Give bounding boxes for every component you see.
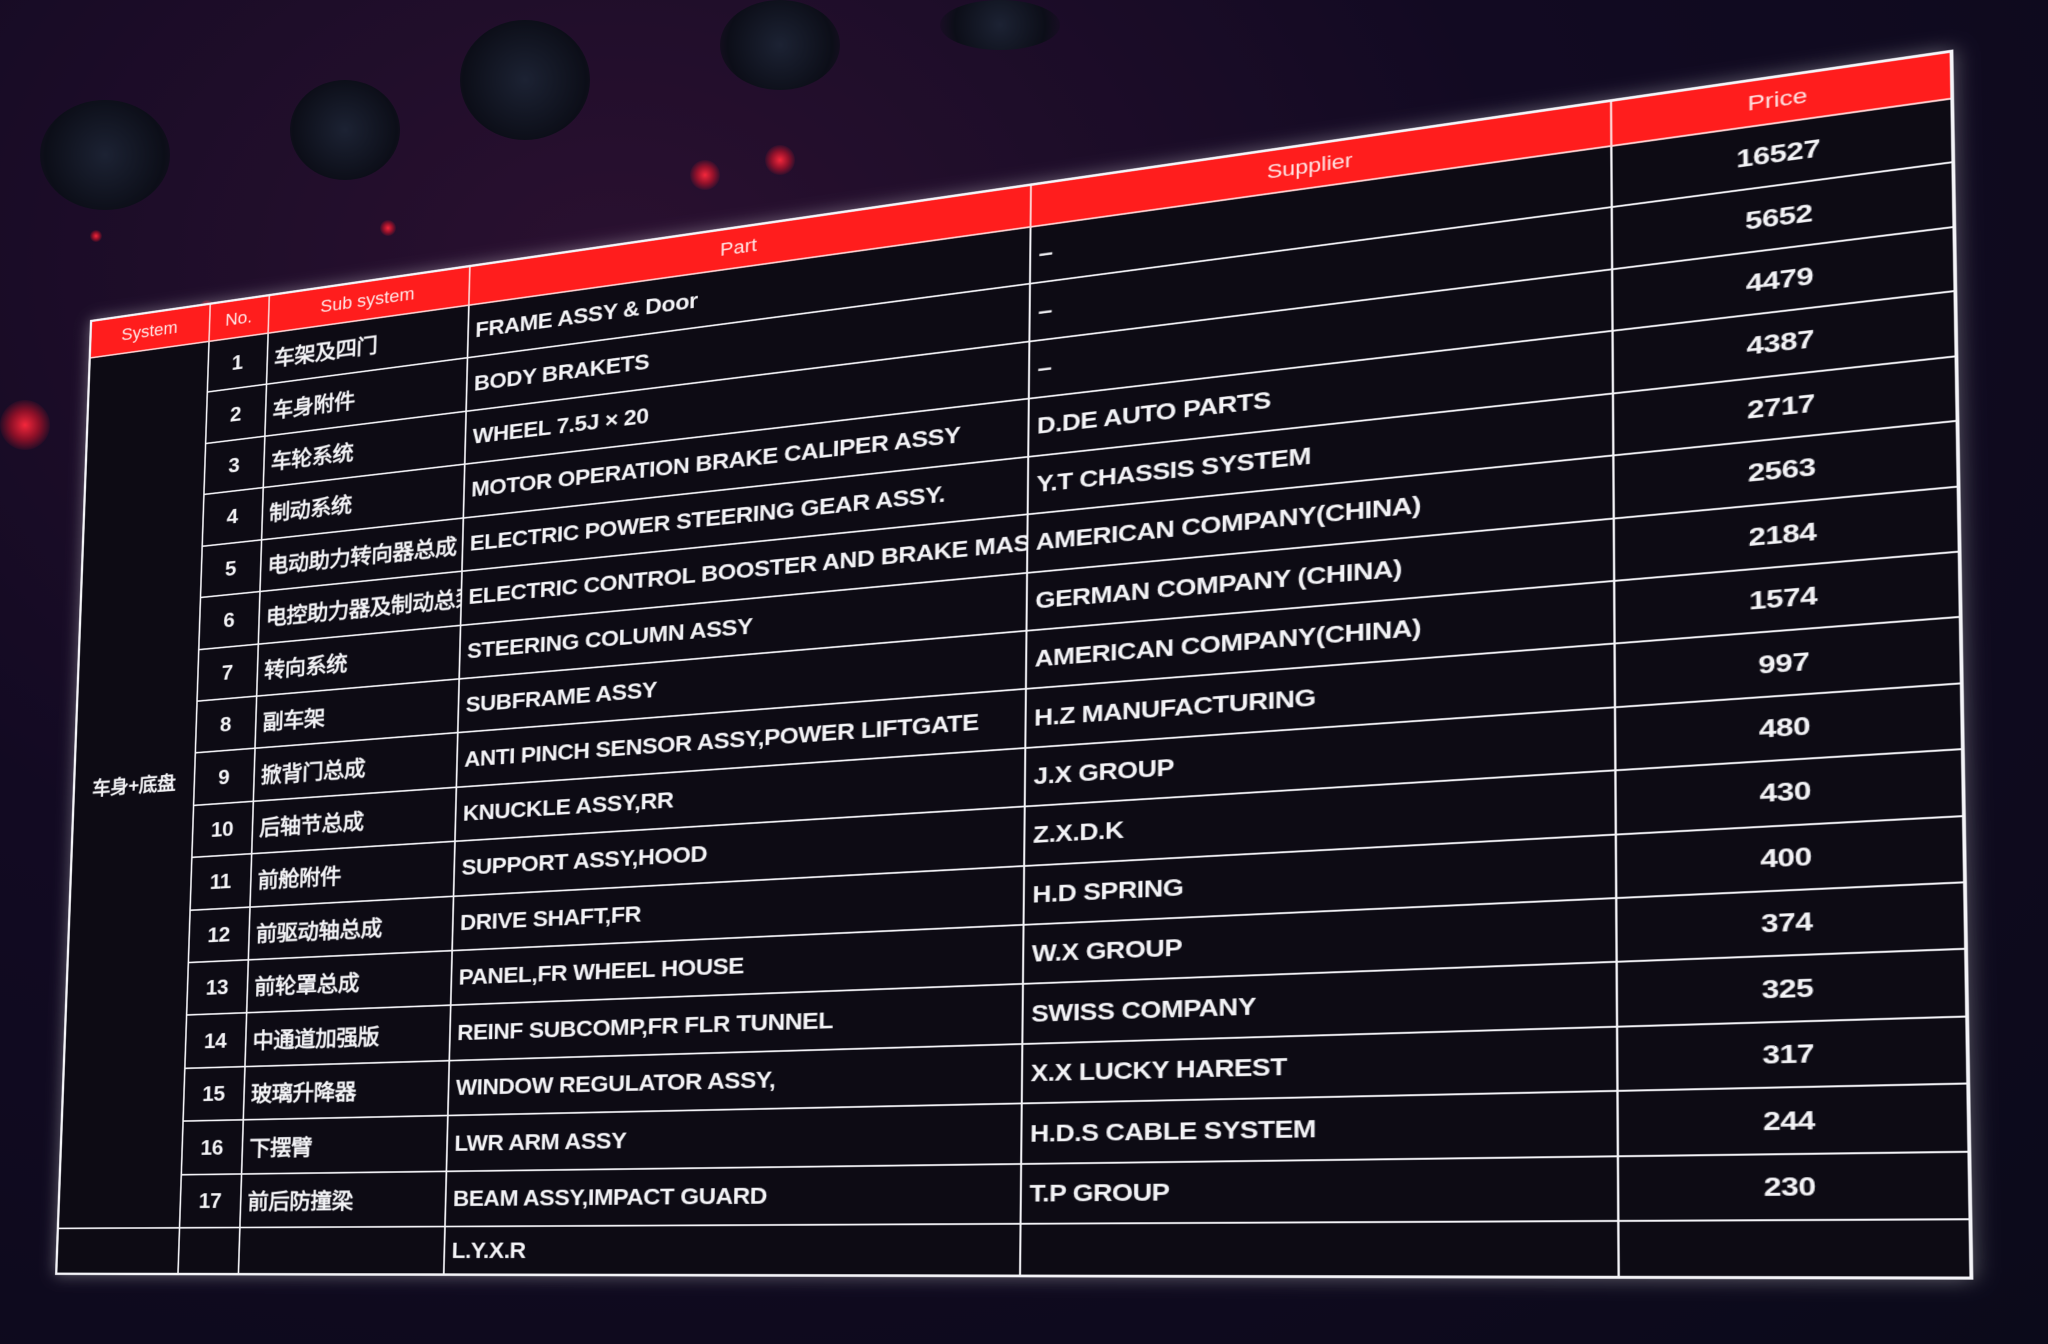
row-number-cell: 16 bbox=[181, 1120, 243, 1174]
row-number-cell: 8 bbox=[195, 696, 256, 753]
subsystem-cell: 前轮罩总成 bbox=[246, 951, 451, 1013]
subsystem-cell: 前驱动轴总成 bbox=[248, 896, 453, 960]
row-number-cell: 7 bbox=[197, 644, 258, 701]
row-number-cell: 10 bbox=[191, 801, 252, 857]
row-number-cell: 6 bbox=[198, 592, 259, 650]
price-cell: 317 bbox=[1616, 1016, 1968, 1091]
bokeh-light bbox=[0, 400, 50, 450]
row-number-cell: 3 bbox=[204, 436, 265, 495]
row-number-cell: 14 bbox=[184, 1013, 246, 1068]
projection-screen: System No. Sub system Part Supplier Pric… bbox=[60, 60, 1980, 1280]
row-number-cell: 15 bbox=[183, 1067, 245, 1122]
row-number-cell: 1 bbox=[207, 333, 268, 392]
table-body: 车身+底盘 1 车架及四门 FRAME ASSY & Door –16527 2 车身附件 B… bbox=[56, 98, 1971, 1278]
price-cell: 325 bbox=[1616, 949, 1967, 1026]
part-cell bbox=[238, 1227, 445, 1275]
row-number-cell bbox=[56, 1228, 179, 1274]
row-number-cell: 17 bbox=[179, 1174, 241, 1228]
row-number-cell: 4 bbox=[202, 488, 263, 546]
part-cell: BEAM ASSY,IMPACT GUARD bbox=[445, 1164, 1021, 1227]
subsystem-cell: 下摆臂 bbox=[241, 1116, 447, 1174]
supplier-cell: L.Y.X.R bbox=[443, 1224, 1020, 1276]
price-table: System No. Sub system Part Supplier Pric… bbox=[55, 49, 1973, 1279]
subsystem-cell: 玻璃升降器 bbox=[243, 1061, 449, 1120]
price-cell: 230 bbox=[1617, 1152, 1970, 1222]
row-number-cell: 11 bbox=[190, 854, 252, 910]
row-number-cell: 5 bbox=[200, 540, 261, 598]
subsystem-cell: 中通道加强版 bbox=[245, 1006, 451, 1067]
table-row: L.Y.X.R bbox=[56, 1219, 1971, 1278]
stage-light bbox=[940, 0, 1060, 50]
price-cell bbox=[1020, 1221, 1619, 1277]
subsystem-cell: 前后防撞梁 bbox=[239, 1171, 446, 1228]
subsystem-cell bbox=[178, 1228, 240, 1275]
supplier-cell: T.P GROUP bbox=[1020, 1156, 1618, 1224]
part-cell: LWR ARM ASSY bbox=[446, 1104, 1021, 1171]
price-table-container: System No. Sub system Part Supplier Pric… bbox=[55, 50, 1969, 1280]
row-number-cell: 9 bbox=[193, 749, 254, 806]
row-number-cell: 13 bbox=[186, 960, 248, 1015]
price-cell: 244 bbox=[1617, 1084, 1969, 1156]
row-number-cell: 12 bbox=[188, 907, 250, 963]
row-number-cell: 2 bbox=[205, 385, 266, 444]
supplier-cell: H.D.S CABLE SYSTEM bbox=[1021, 1091, 1618, 1164]
